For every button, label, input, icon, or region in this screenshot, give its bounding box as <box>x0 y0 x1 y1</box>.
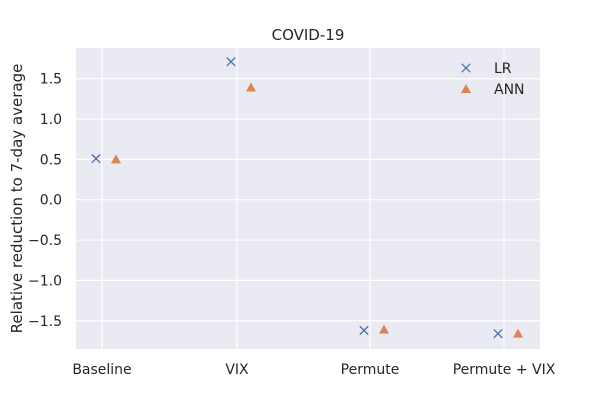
x-tick-label: Baseline <box>72 362 131 378</box>
legend: LR ANN <box>461 61 525 98</box>
data-points <box>91 57 523 339</box>
gridlines <box>76 48 540 349</box>
legend-label: ANN <box>494 82 525 98</box>
lr-point <box>226 57 236 67</box>
y-tick-label: −1.5 <box>28 314 62 330</box>
y-tick-label: 1.0 <box>40 112 62 128</box>
ann-point <box>513 328 523 338</box>
lr-point <box>91 153 101 164</box>
chart-title: COVID-19 <box>272 26 345 44</box>
y-tick-label: 0.5 <box>40 152 62 168</box>
ann-legend-marker <box>461 84 471 93</box>
x-tick-label: Permute + VIX <box>453 362 556 378</box>
y-tick-label: −1.0 <box>28 273 62 289</box>
lr-point <box>359 325 369 336</box>
y-tick-labels: −1.5 −1.0 −0.5 0.0 0.5 1.0 1.5 <box>28 72 62 330</box>
lr-legend-marker <box>461 63 471 73</box>
x-tick-labels: Baseline VIX Permute Permute + VIX <box>72 362 555 378</box>
x-tick-label: VIX <box>225 362 249 378</box>
y-tick-label: 0.0 <box>40 193 62 209</box>
plot-area <box>76 48 540 349</box>
lr-point <box>493 329 503 339</box>
y-axis-label: Relative reduction to 7-day average <box>8 64 26 334</box>
ann-point <box>379 324 389 334</box>
y-tick-label: −0.5 <box>28 233 62 249</box>
ann-point <box>111 154 121 164</box>
y-tick-label: 1.5 <box>40 72 62 88</box>
x-tick-label: Permute <box>341 362 400 378</box>
legend-label: LR <box>494 61 512 77</box>
ann-point <box>246 82 256 92</box>
